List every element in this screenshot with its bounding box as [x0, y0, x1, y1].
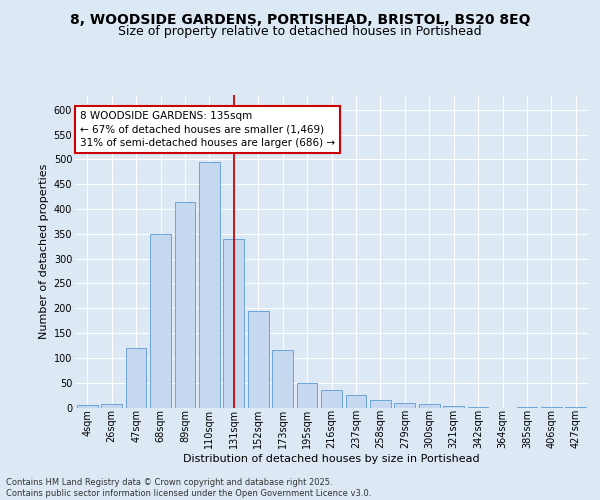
- Bar: [199, 162, 220, 408]
- Bar: [175, 202, 196, 408]
- Text: Contains HM Land Registry data © Crown copyright and database right 2025.
Contai: Contains HM Land Registry data © Crown c…: [6, 478, 371, 498]
- Text: 8 WOODSIDE GARDENS: 135sqm
← 67% of detached houses are smaller (1,469)
31% of s: 8 WOODSIDE GARDENS: 135sqm ← 67% of deta…: [80, 112, 335, 148]
- Text: 8, WOODSIDE GARDENS, PORTISHEAD, BRISTOL, BS20 8EQ: 8, WOODSIDE GARDENS, PORTISHEAD, BRISTOL…: [70, 12, 530, 26]
- Bar: [296, 382, 317, 407]
- Text: Size of property relative to detached houses in Portishead: Size of property relative to detached ho…: [118, 25, 482, 38]
- Bar: [394, 402, 415, 407]
- Bar: [565, 406, 586, 408]
- X-axis label: Distribution of detached houses by size in Portishead: Distribution of detached houses by size …: [183, 454, 480, 464]
- Bar: [77, 405, 98, 407]
- Y-axis label: Number of detached properties: Number of detached properties: [40, 164, 49, 339]
- Bar: [150, 234, 171, 408]
- Bar: [125, 348, 146, 408]
- Bar: [272, 350, 293, 408]
- Bar: [101, 404, 122, 407]
- Bar: [443, 406, 464, 407]
- Bar: [346, 395, 367, 407]
- Bar: [321, 390, 342, 407]
- Bar: [517, 406, 538, 408]
- Bar: [419, 404, 440, 407]
- Bar: [248, 311, 269, 408]
- Bar: [223, 239, 244, 408]
- Bar: [370, 400, 391, 407]
